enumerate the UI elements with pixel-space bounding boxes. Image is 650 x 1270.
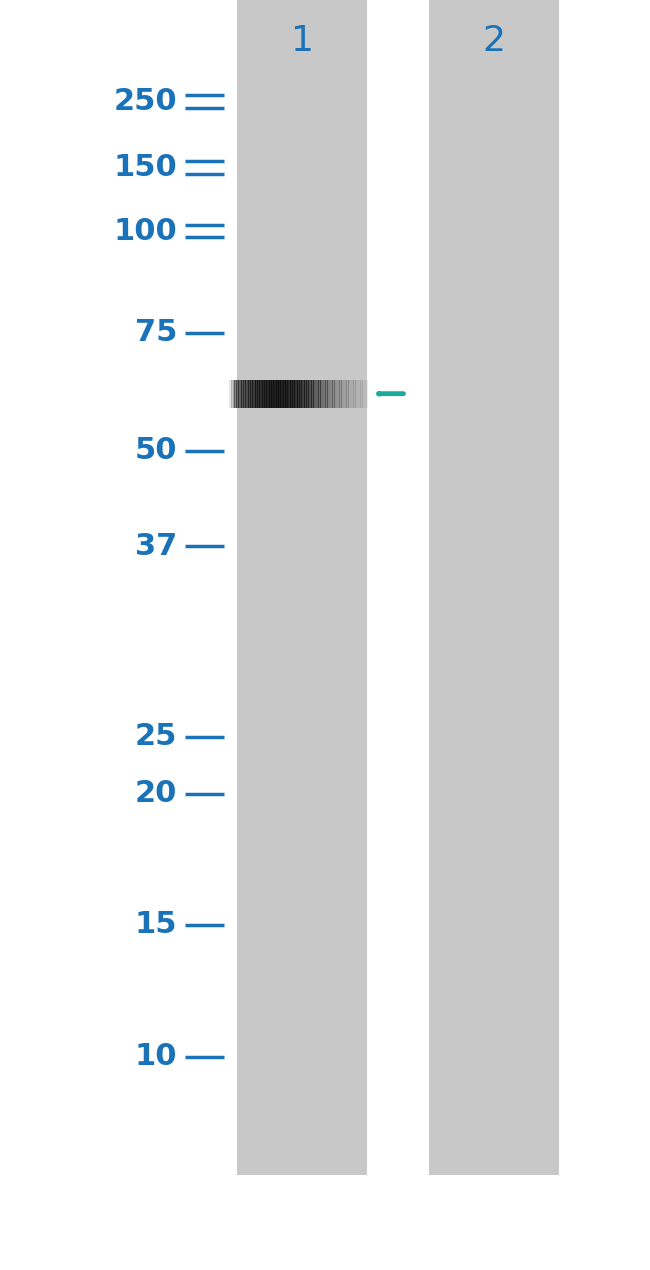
Bar xyxy=(271,380,274,408)
Bar xyxy=(355,380,358,408)
Bar xyxy=(327,380,330,408)
Bar xyxy=(354,380,356,408)
Bar xyxy=(257,380,259,408)
Bar xyxy=(346,380,348,408)
Bar xyxy=(261,380,263,408)
Bar xyxy=(227,380,230,408)
Bar xyxy=(263,380,265,408)
Bar xyxy=(350,380,352,408)
Bar xyxy=(317,380,319,408)
Bar xyxy=(341,380,343,408)
Bar xyxy=(240,380,242,408)
Bar xyxy=(292,380,294,408)
Bar xyxy=(362,380,365,408)
Bar xyxy=(364,380,366,408)
Bar xyxy=(301,380,304,408)
Bar xyxy=(287,380,289,408)
Bar xyxy=(231,380,233,408)
Bar xyxy=(237,0,367,1175)
Bar xyxy=(309,380,312,408)
Bar xyxy=(304,380,307,408)
Text: 150: 150 xyxy=(114,154,177,182)
Text: 50: 50 xyxy=(135,437,177,465)
Bar xyxy=(429,0,559,1175)
Bar xyxy=(339,380,342,408)
Bar xyxy=(248,380,251,408)
Bar xyxy=(238,380,240,408)
Bar xyxy=(296,380,298,408)
Bar xyxy=(283,380,286,408)
Bar xyxy=(329,380,332,408)
Bar xyxy=(337,380,340,408)
Bar xyxy=(255,380,258,408)
Bar xyxy=(308,380,310,408)
Text: 1: 1 xyxy=(291,24,314,57)
Bar xyxy=(259,380,261,408)
Text: 37: 37 xyxy=(135,532,177,560)
Text: 25: 25 xyxy=(135,723,177,751)
Bar xyxy=(280,380,282,408)
Bar xyxy=(243,380,246,408)
Bar xyxy=(357,380,359,408)
Bar xyxy=(303,380,305,408)
Bar xyxy=(320,380,322,408)
Bar xyxy=(250,380,253,408)
Bar xyxy=(325,380,328,408)
Bar xyxy=(254,380,256,408)
Bar xyxy=(311,380,314,408)
Bar xyxy=(306,380,309,408)
Text: 20: 20 xyxy=(135,780,177,808)
Bar xyxy=(365,380,368,408)
Bar xyxy=(242,380,244,408)
Bar xyxy=(324,380,326,408)
Bar xyxy=(252,380,254,408)
Bar xyxy=(318,380,320,408)
Bar xyxy=(247,380,249,408)
Bar xyxy=(343,380,345,408)
Bar xyxy=(289,380,291,408)
Bar xyxy=(264,380,266,408)
Bar xyxy=(332,380,335,408)
Bar xyxy=(245,380,248,408)
Text: 100: 100 xyxy=(114,217,177,245)
Text: 10: 10 xyxy=(135,1043,177,1071)
Bar xyxy=(331,380,333,408)
Bar xyxy=(281,380,284,408)
Bar xyxy=(322,380,324,408)
Text: 75: 75 xyxy=(135,319,177,347)
Bar xyxy=(278,380,281,408)
Bar xyxy=(360,380,363,408)
Bar xyxy=(275,380,277,408)
Bar xyxy=(359,380,361,408)
Bar xyxy=(266,380,268,408)
Bar xyxy=(336,380,338,408)
Bar xyxy=(235,380,237,408)
Bar xyxy=(229,380,231,408)
Bar xyxy=(315,380,317,408)
Bar xyxy=(344,380,347,408)
Text: 250: 250 xyxy=(114,88,177,116)
Bar xyxy=(291,380,292,408)
Bar xyxy=(298,380,300,408)
Text: 15: 15 xyxy=(135,911,177,939)
Bar xyxy=(299,380,302,408)
Bar xyxy=(352,380,354,408)
Text: 2: 2 xyxy=(482,24,506,57)
Bar xyxy=(233,380,235,408)
Bar xyxy=(268,380,270,408)
Bar xyxy=(334,380,337,408)
Bar xyxy=(294,380,296,408)
Bar xyxy=(236,380,239,408)
Bar xyxy=(313,380,315,408)
Bar xyxy=(270,380,272,408)
Bar xyxy=(348,380,350,408)
Bar xyxy=(285,380,287,408)
Bar xyxy=(273,380,276,408)
Bar xyxy=(276,380,279,408)
